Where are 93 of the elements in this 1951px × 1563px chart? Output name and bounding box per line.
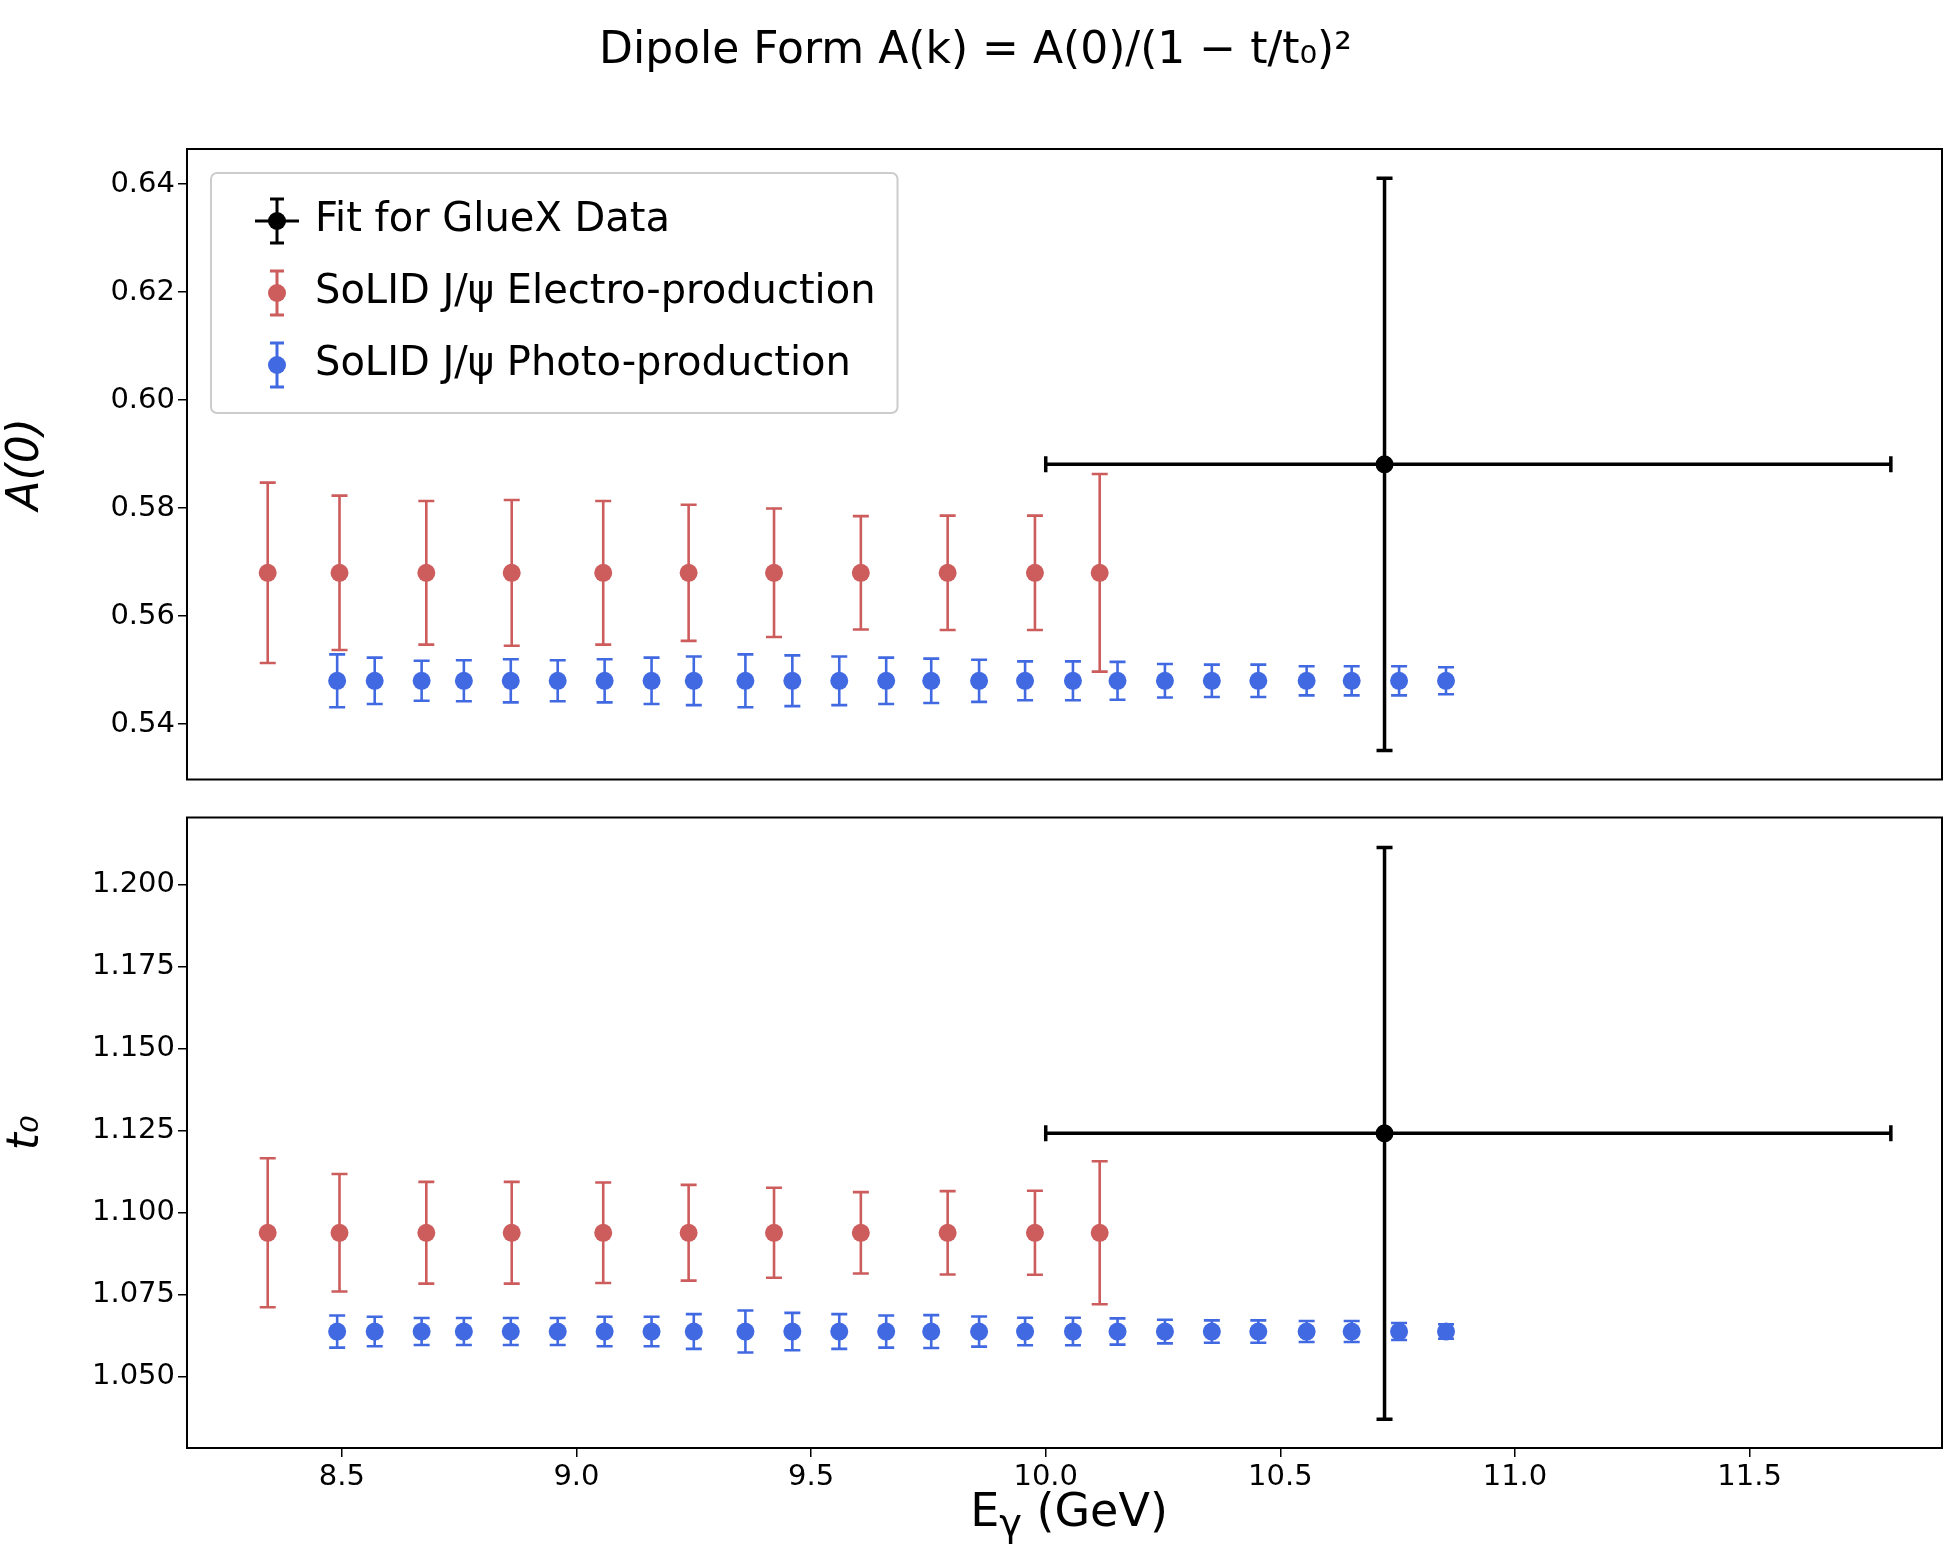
- point: [548, 671, 567, 690]
- point: [877, 1322, 896, 1341]
- point: [1155, 671, 1174, 690]
- point: [412, 671, 431, 690]
- y-tick-label: 1.175: [91, 947, 175, 982]
- y-tick-label: 0.62: [110, 272, 175, 307]
- y-tick-label: 0.64: [110, 164, 175, 199]
- point: [783, 671, 802, 690]
- y-tick-label: 1.050: [91, 1357, 175, 1392]
- x-tick-label: 11.0: [1482, 1457, 1548, 1492]
- x-tick-label: 11.5: [1717, 1457, 1782, 1492]
- point: [1437, 671, 1455, 690]
- point: [830, 671, 849, 690]
- point: [595, 1322, 614, 1341]
- point: [736, 1322, 755, 1341]
- point: [365, 1322, 384, 1341]
- point: [1375, 1124, 1394, 1143]
- point: [684, 1322, 703, 1341]
- point: [595, 671, 614, 690]
- x-tick-label: 9.5: [788, 1457, 835, 1492]
- point: [1108, 671, 1127, 690]
- y-tick-label: 1.200: [91, 865, 175, 900]
- point: [1016, 1322, 1035, 1341]
- legend-label: SoLID J/ψ Electro-production: [315, 266, 876, 313]
- point: [1090, 1223, 1109, 1242]
- point: [258, 563, 277, 582]
- point: [328, 671, 347, 690]
- point: [922, 1322, 941, 1341]
- point: [501, 671, 520, 690]
- x-tick-label: 10.5: [1248, 1457, 1313, 1492]
- point: [330, 563, 349, 582]
- chart-title: Dipole Form A(k) = A(0)/(1 − t/t₀)²: [598, 22, 1353, 73]
- point: [454, 1322, 473, 1341]
- point: [679, 1223, 698, 1242]
- point: [765, 1223, 784, 1242]
- point: [454, 671, 473, 690]
- point: [642, 1322, 661, 1341]
- point: [830, 1322, 849, 1341]
- point: [548, 1322, 567, 1341]
- point: [502, 563, 521, 582]
- point: [765, 563, 784, 582]
- point: [679, 563, 698, 582]
- point: [1390, 671, 1409, 690]
- point: [1025, 1223, 1044, 1242]
- point: [365, 671, 384, 690]
- legend-label: Fit for GlueX Data: [315, 194, 671, 241]
- y-tick-label: 0.54: [110, 704, 175, 739]
- y-tick-label: 1.125: [91, 1111, 175, 1146]
- point: [594, 563, 613, 582]
- point: [1202, 671, 1221, 690]
- point: [970, 671, 989, 690]
- point: [1063, 1322, 1082, 1341]
- point: [417, 563, 436, 582]
- point: [1297, 671, 1316, 690]
- point: [938, 1223, 957, 1242]
- y-axis-title: t₀: [0, 1115, 48, 1151]
- point: [938, 563, 957, 582]
- point: [1249, 671, 1268, 690]
- legend-label: SoLID J/ψ Photo-production: [315, 338, 851, 385]
- x-tick-label: 9.0: [553, 1457, 600, 1492]
- y-tick-label: 0.56: [110, 596, 175, 631]
- point: [736, 671, 755, 690]
- point: [1375, 455, 1394, 474]
- point: [1016, 671, 1035, 690]
- point: [328, 1322, 347, 1341]
- point: [1342, 671, 1361, 690]
- point: [642, 671, 661, 690]
- point: [970, 1322, 989, 1341]
- y-tick-label: 0.60: [110, 380, 175, 415]
- y-tick-label: 0.58: [110, 488, 175, 523]
- point: [417, 1223, 436, 1242]
- x-tick-label: 8.5: [318, 1457, 365, 1492]
- x-tick-label: 10.0: [1013, 1457, 1079, 1492]
- point: [412, 1322, 431, 1341]
- point: [783, 1322, 802, 1341]
- point: [501, 1322, 520, 1341]
- point: [1063, 671, 1082, 690]
- y-tick-label: 1.075: [91, 1275, 175, 1310]
- point: [922, 671, 941, 690]
- y-axis-title: A(0): [0, 418, 48, 514]
- point: [1025, 563, 1044, 582]
- point: [594, 1223, 613, 1242]
- y-tick-label: 1.150: [91, 1029, 175, 1064]
- point: [851, 1223, 870, 1242]
- y-tick-label: 1.100: [91, 1193, 175, 1228]
- point: [502, 1223, 521, 1242]
- point: [1090, 563, 1109, 582]
- point: [258, 1223, 277, 1242]
- point: [851, 563, 870, 582]
- point: [330, 1223, 349, 1242]
- point: [684, 671, 703, 690]
- point: [877, 671, 896, 690]
- point: [1108, 1322, 1127, 1341]
